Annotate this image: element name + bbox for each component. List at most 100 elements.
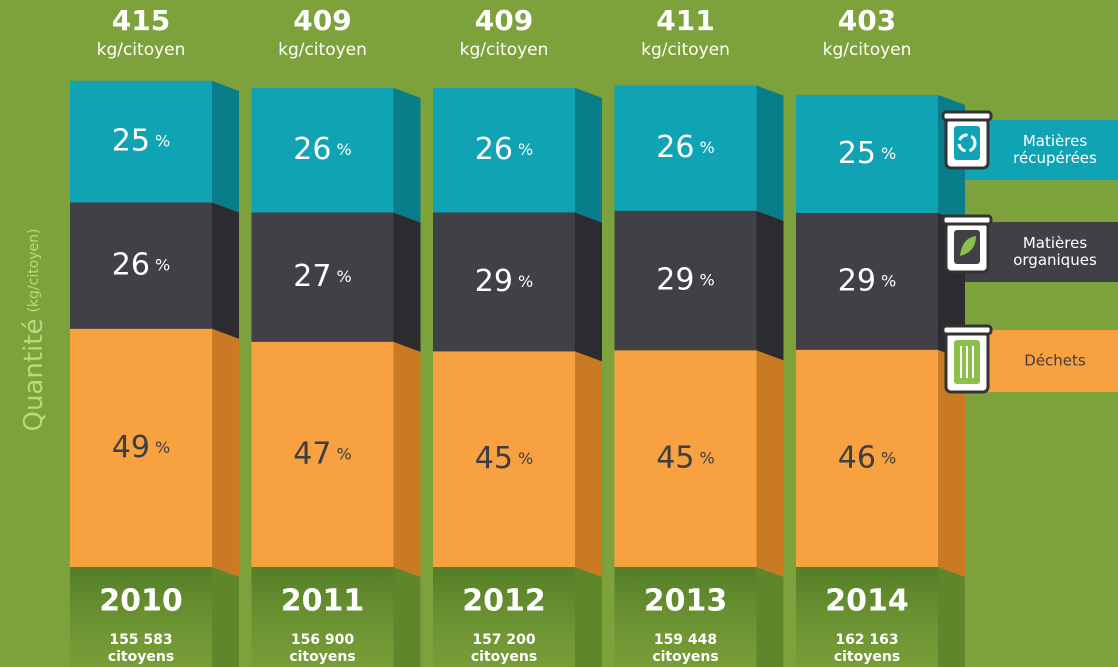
legend-swatch bbox=[965, 330, 1118, 392]
y-axis-unit: (kg/citoyen) bbox=[26, 228, 42, 312]
reflection-side bbox=[393, 567, 421, 667]
legend-label: Déchets bbox=[1024, 351, 1086, 370]
legend-icons bbox=[941, 110, 993, 394]
reflection bbox=[433, 567, 575, 667]
bar-segment-side bbox=[212, 328, 239, 577]
value-number: 46 bbox=[838, 440, 876, 475]
value-unit: % bbox=[336, 267, 351, 286]
bar-segment-side bbox=[756, 85, 784, 221]
x-tick-label: 2014 bbox=[825, 584, 909, 619]
bar-segment bbox=[251, 341, 394, 567]
value-label: 27% bbox=[293, 259, 351, 294]
reflection bbox=[70, 567, 212, 667]
value-unit: % bbox=[336, 444, 351, 463]
value-label: 26% bbox=[656, 130, 714, 165]
value-label: 29% bbox=[475, 263, 533, 298]
value-unit: % bbox=[155, 437, 170, 456]
value-number: 27 bbox=[293, 259, 331, 294]
value-unit: % bbox=[881, 448, 896, 467]
value-number: 45 bbox=[656, 440, 694, 475]
x-tick-label: 2013 bbox=[644, 584, 728, 619]
value-number: 25 bbox=[838, 135, 876, 170]
bar-segment-side bbox=[575, 351, 602, 577]
value-number: 25 bbox=[112, 123, 150, 158]
total-label: 411 bbox=[656, 4, 714, 37]
bar-segment-side bbox=[212, 202, 239, 339]
value-number: 47 bbox=[293, 436, 331, 471]
recycle-icon bbox=[941, 110, 993, 170]
total-unit: kg/citoyen bbox=[278, 40, 367, 60]
value-number: 29 bbox=[656, 262, 694, 297]
value-unit: % bbox=[699, 448, 714, 467]
total-label: 409 bbox=[475, 4, 533, 37]
total-unit: kg/citoyen bbox=[97, 40, 186, 60]
value-label: 26% bbox=[475, 132, 533, 167]
value-label: 47% bbox=[293, 436, 351, 471]
x-tick-label: 2010 bbox=[99, 584, 183, 619]
bar-segment-side bbox=[938, 349, 965, 577]
population-label: 157 200 bbox=[472, 632, 536, 648]
total-unit: kg/citoyen bbox=[460, 40, 549, 60]
bar-segment bbox=[70, 80, 212, 203]
bar-segment-side bbox=[393, 212, 421, 352]
total-unit: kg/citoyen bbox=[641, 40, 730, 60]
total-label: 403 bbox=[838, 4, 896, 37]
bar-segment bbox=[614, 350, 757, 567]
reflection-side bbox=[212, 567, 239, 667]
bar-segment bbox=[70, 328, 212, 567]
legend-swatch bbox=[965, 120, 1118, 180]
population-unit: citoyens bbox=[108, 649, 174, 665]
value-label: 25% bbox=[838, 135, 896, 170]
y-axis-label: Quantité bbox=[19, 319, 49, 432]
value-label: 29% bbox=[838, 263, 896, 298]
value-label: 29% bbox=[656, 262, 714, 297]
population-label: 155 583 bbox=[109, 632, 172, 648]
bar-segment-side bbox=[756, 210, 784, 361]
value-unit: % bbox=[518, 140, 533, 159]
bar-segment bbox=[796, 94, 938, 213]
population-unit: citoyens bbox=[652, 649, 718, 665]
population-unit: citoyens bbox=[289, 649, 355, 665]
bar-segment bbox=[433, 351, 575, 567]
legend-label: Matières organiques bbox=[1013, 234, 1097, 269]
bar-segment bbox=[433, 212, 575, 352]
value-number: 26 bbox=[475, 132, 513, 167]
bars: 49 %26 %25 %47 %27 %26 %45 %29 %26 %45 %29 %26 %46 %2… bbox=[70, 80, 965, 667]
value-number: 29 bbox=[475, 263, 513, 298]
reflection-side bbox=[756, 567, 784, 667]
y-axis-title: Quantité (kg/citoyen) bbox=[19, 228, 49, 431]
value-number: 49 bbox=[112, 429, 150, 464]
value-unit: % bbox=[155, 131, 170, 150]
bar-segment-side bbox=[575, 87, 602, 223]
bar-segment-side bbox=[575, 212, 602, 362]
value-label: 46% bbox=[838, 440, 896, 475]
population-unit: citoyens bbox=[471, 649, 537, 665]
value-label: 26% bbox=[293, 132, 351, 167]
legend-swatch bbox=[965, 222, 1118, 282]
value-unit: % bbox=[699, 138, 714, 157]
value-unit: % bbox=[881, 271, 896, 290]
x-tick-label: 2012 bbox=[462, 584, 546, 619]
bar-segment bbox=[614, 210, 757, 351]
bar-segment bbox=[251, 87, 394, 213]
total-unit: kg/citoyen bbox=[823, 40, 912, 60]
x-tick-label: 2011 bbox=[281, 584, 365, 619]
population-label: 162 163 bbox=[835, 632, 898, 648]
bar-segment-side bbox=[756, 350, 784, 577]
bar-segment bbox=[796, 212, 938, 350]
value-number: 45 bbox=[475, 441, 513, 476]
value-unit: % bbox=[518, 449, 533, 468]
value-number: 26 bbox=[656, 130, 694, 165]
bar-segment-side bbox=[393, 87, 421, 223]
organic-icon bbox=[941, 214, 993, 274]
bar-segment bbox=[614, 85, 757, 211]
legend-label: Matières récupérées bbox=[1013, 132, 1097, 167]
value-number: 26 bbox=[112, 247, 150, 282]
reflection-side bbox=[938, 567, 965, 667]
bar-segment bbox=[796, 349, 938, 567]
value-label: 49% bbox=[112, 429, 170, 464]
value-label: 25% bbox=[112, 123, 170, 158]
total-label: 409 bbox=[293, 4, 351, 37]
